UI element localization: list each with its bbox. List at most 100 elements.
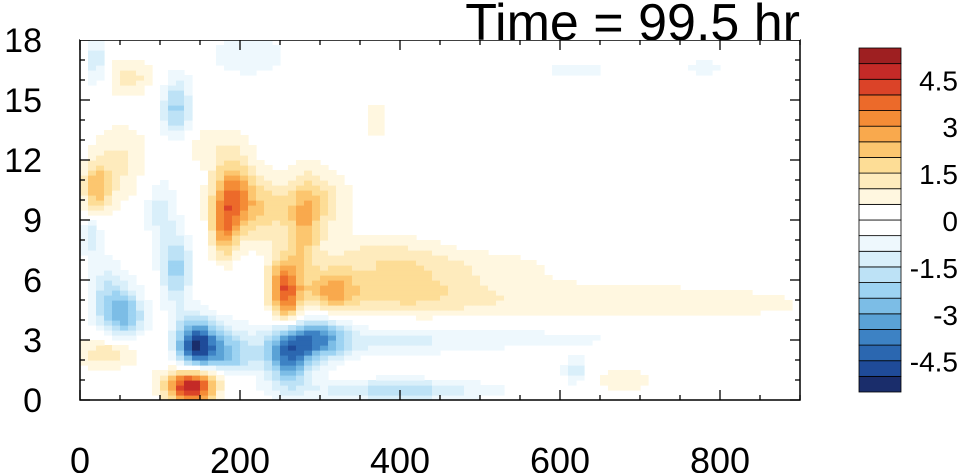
heatmap-cell [592,300,601,306]
heatmap-cell [336,225,345,231]
heatmap-cell [168,230,177,236]
heatmap-cell [424,275,433,281]
heatmap-cell [120,70,129,76]
heatmap-cell [232,205,241,211]
colorbar [858,47,902,393]
heatmap-cell [328,285,337,291]
heatmap-cell [152,380,161,386]
heatmap-cell [320,315,329,321]
heatmap-cell [272,315,281,321]
heatmap-cell [648,305,657,311]
heatmap-cell [96,190,105,196]
heatmap-cell [248,145,257,151]
heatmap-cell [208,255,217,261]
heatmap-cell [112,125,121,131]
heatmap-cell [264,295,273,301]
heatmap-cell [88,210,97,216]
heatmap-cell [440,345,449,351]
heatmap-cell [360,270,369,276]
heatmap-cell [112,270,121,276]
heatmap-cell [280,315,289,321]
heatmap-cell [408,235,417,241]
heatmap-cell [296,320,305,326]
heatmap-cell [112,310,121,316]
heatmap-cell [568,65,577,71]
y-tick-label: 12 [4,142,42,180]
heatmap-cell [88,180,97,186]
heatmap-cell [224,325,233,331]
heatmap-cell [384,240,393,246]
heatmap-cell [352,300,361,306]
heatmap-cell [288,230,297,236]
heatmap-cell [312,355,321,361]
heatmap-cell [160,200,169,206]
heatmap-cell [336,380,345,386]
heatmap-cell [160,230,169,236]
heatmap-cell [248,175,257,181]
heatmap-cell [416,345,425,351]
heatmap-cell [272,350,281,356]
heatmap-cell [328,335,337,341]
heatmap-cell [680,300,689,306]
heatmap-cell [168,365,177,371]
heatmap-cell [184,300,193,306]
heatmap-cell [344,345,353,351]
heatmap-cell [264,300,273,306]
heatmap-cell [448,270,457,276]
heatmap-cell [464,345,473,351]
heatmap-cell [384,295,393,301]
heatmap-cell [432,275,441,281]
heatmap-cell [312,330,321,336]
heatmap-cell [328,355,337,361]
heatmap-cell [96,70,105,76]
heatmap-cell [408,270,417,276]
heatmap-cell [328,390,337,396]
heatmap-cell [344,260,353,266]
heatmap-cell [296,205,305,211]
heatmap-cell [224,245,233,251]
heatmap-cell [528,335,537,341]
heatmap-cell [416,275,425,281]
heatmap-cell [272,385,281,391]
heatmap-cell [280,310,289,316]
heatmap-cell [680,305,689,311]
heatmap-cell [264,245,273,251]
heatmap-cell [96,210,105,216]
heatmap-cell [448,245,457,251]
heatmap-cell [616,375,625,381]
heatmap-cell [88,275,97,281]
heatmap-cell [640,375,649,381]
heatmap-cell [120,360,129,366]
heatmap-cell [256,190,265,196]
heatmap-cell [80,240,89,246]
heatmap-cell [576,290,585,296]
heatmap-cell [240,355,249,361]
heatmap-cell [96,285,105,291]
heatmap-cell [88,315,97,321]
heatmap-cell [352,290,361,296]
heatmap-cell [112,265,121,271]
heatmap-cell [104,135,113,141]
heatmap-cell [168,235,177,241]
heatmap-cell [248,225,257,231]
heatmap-cell [160,100,169,106]
heatmap-cell [112,335,121,341]
heatmap-cell [224,345,233,351]
heatmap-cell [440,385,449,391]
heatmap-cell [104,275,113,281]
heatmap-cell [616,370,625,376]
heatmap-cell [424,280,433,286]
heatmap-cell [88,45,97,51]
heatmap-cell [88,40,97,46]
heatmap-cell [344,340,353,346]
heatmap-cell [128,295,137,301]
heatmap-cell [96,185,105,191]
heatmap-cell [280,325,289,331]
heatmap-cell [120,185,129,191]
heatmap-cell [264,65,273,71]
heatmap-cell [256,220,265,226]
heatmap-cell [176,245,185,251]
heatmap-cell [376,300,385,306]
heatmap-cell [112,315,121,321]
heatmap-cell [272,280,281,286]
